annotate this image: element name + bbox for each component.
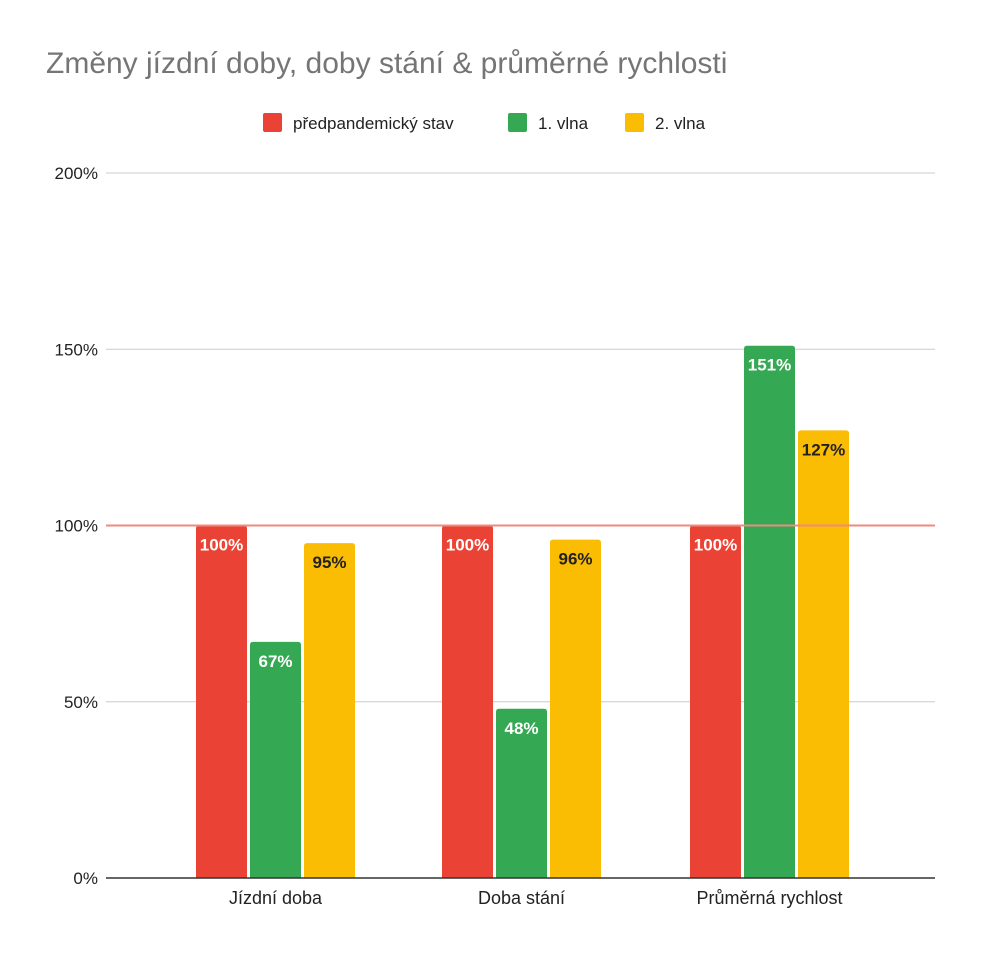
bar-1-0 <box>442 525 493 878</box>
legend-label-0: předpandemický stav <box>293 114 454 133</box>
bar-label-2-2: 127% <box>802 440 845 459</box>
y-axis-ticks: 0% 50% 100% 150% 200% <box>55 164 98 888</box>
bar-0-1 <box>250 641 301 878</box>
legend-swatch-2 <box>625 113 644 132</box>
y-tick-label-4: 200% <box>55 164 98 183</box>
chart-title: Změny jízdní doby, doby stání & průměrné… <box>46 47 727 80</box>
bar-label-1-1: 48% <box>504 719 538 738</box>
y-tick-label-3: 150% <box>55 340 98 359</box>
bar-1-2 <box>550 539 601 878</box>
legend-label-1: 1. vlna <box>538 114 589 133</box>
bar-2-2 <box>798 430 849 878</box>
bar-label-0-2: 95% <box>312 553 346 572</box>
y-tick-label-1: 50% <box>64 693 98 712</box>
bar-label-0-0: 100% <box>200 536 243 555</box>
y-tick-label-2: 100% <box>55 517 98 536</box>
bar-1-1 <box>496 708 547 878</box>
x-category-label-1: Doba stání <box>478 888 565 908</box>
x-category-label-2: Průměrná rychlost <box>696 888 842 908</box>
bar-label-2-0: 100% <box>694 536 737 555</box>
x-category-label-0: Jízdní doba <box>229 888 323 908</box>
bar-labels: 100% 67% 95% 100% 48% 96% 100% 151% 127% <box>200 356 845 738</box>
bar-label-1-2: 96% <box>558 550 592 569</box>
bar-label-0-1: 67% <box>258 652 292 671</box>
bar-0-2 <box>304 543 355 878</box>
bar-2-0 <box>690 525 741 878</box>
legend-swatch-0 <box>263 113 282 132</box>
legend-label-2: 2. vlna <box>655 114 706 133</box>
bar-0-0 <box>196 525 247 878</box>
bars <box>196 345 849 879</box>
x-axis-categories: Jízdní doba Doba stání Průměrná rychlost <box>229 888 843 908</box>
legend: předpandemický stav 1. vlna 2. vlna <box>263 113 706 133</box>
y-tick-label-0: 0% <box>73 869 98 888</box>
bar-2-1 <box>744 345 795 879</box>
bar-label-2-1: 151% <box>748 356 791 375</box>
legend-swatch-1 <box>508 113 527 132</box>
bar-label-1-0: 100% <box>446 536 489 555</box>
